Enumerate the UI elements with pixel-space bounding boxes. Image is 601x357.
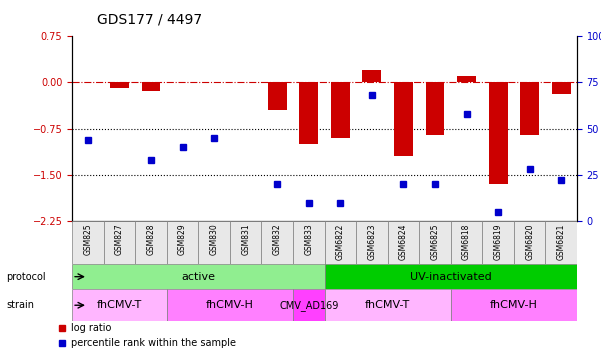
Text: GSM825: GSM825: [84, 223, 93, 255]
Bar: [489, 82, 507, 184]
FancyBboxPatch shape: [419, 221, 451, 264]
Legend: log ratio, percentile rank within the sample: log ratio, percentile rank within the sa…: [53, 320, 240, 352]
Bar: [299, 82, 318, 144]
FancyBboxPatch shape: [103, 221, 135, 264]
FancyBboxPatch shape: [482, 221, 514, 264]
Text: GSM832: GSM832: [273, 223, 282, 255]
FancyBboxPatch shape: [514, 221, 545, 264]
FancyBboxPatch shape: [545, 221, 577, 264]
Bar: [457, 76, 476, 82]
Bar: [110, 82, 129, 88]
Bar: [426, 82, 444, 135]
Bar: [268, 82, 287, 110]
Text: CMV_AD169: CMV_AD169: [279, 300, 338, 311]
FancyBboxPatch shape: [325, 221, 356, 264]
FancyBboxPatch shape: [230, 221, 261, 264]
Text: fhCMV-H: fhCMV-H: [490, 300, 538, 310]
FancyBboxPatch shape: [72, 221, 103, 264]
Text: fhCMV-T: fhCMV-T: [365, 300, 410, 310]
Text: active: active: [182, 272, 215, 282]
FancyBboxPatch shape: [135, 221, 166, 264]
FancyBboxPatch shape: [325, 289, 451, 321]
Text: GSM831: GSM831: [241, 223, 250, 255]
Text: GSM830: GSM830: [210, 223, 219, 255]
Text: GSM6819: GSM6819: [493, 223, 502, 260]
FancyBboxPatch shape: [166, 221, 198, 264]
Text: GSM829: GSM829: [178, 223, 187, 255]
FancyBboxPatch shape: [198, 221, 230, 264]
Bar: [552, 82, 570, 95]
Text: fhCMV-T: fhCMV-T: [97, 300, 142, 310]
Text: GSM828: GSM828: [147, 223, 156, 255]
Bar: [331, 82, 350, 138]
Bar: [394, 82, 413, 156]
FancyBboxPatch shape: [325, 264, 577, 289]
Text: GSM6822: GSM6822: [336, 223, 345, 260]
Text: GDS177 / 4497: GDS177 / 4497: [97, 12, 203, 27]
Bar: [520, 82, 539, 135]
FancyBboxPatch shape: [356, 221, 388, 264]
FancyBboxPatch shape: [72, 264, 325, 289]
Text: GSM6823: GSM6823: [367, 223, 376, 260]
Text: GSM833: GSM833: [304, 223, 313, 255]
FancyBboxPatch shape: [72, 289, 166, 321]
Text: protocol: protocol: [6, 272, 46, 282]
Text: strain: strain: [6, 300, 34, 310]
FancyBboxPatch shape: [451, 289, 577, 321]
FancyBboxPatch shape: [293, 289, 325, 321]
Text: GSM6820: GSM6820: [525, 223, 534, 260]
Text: GSM827: GSM827: [115, 223, 124, 255]
FancyBboxPatch shape: [166, 289, 293, 321]
Text: GSM6824: GSM6824: [399, 223, 408, 260]
Bar: [141, 82, 160, 91]
Text: UV-inactivated: UV-inactivated: [410, 272, 492, 282]
FancyBboxPatch shape: [388, 221, 419, 264]
Text: GSM6821: GSM6821: [557, 223, 566, 260]
FancyBboxPatch shape: [451, 221, 482, 264]
Text: fhCMV-H: fhCMV-H: [206, 300, 254, 310]
Text: GSM6818: GSM6818: [462, 223, 471, 260]
FancyBboxPatch shape: [293, 221, 325, 264]
FancyBboxPatch shape: [261, 221, 293, 264]
Text: GSM6825: GSM6825: [430, 223, 439, 260]
Bar: [362, 70, 381, 82]
